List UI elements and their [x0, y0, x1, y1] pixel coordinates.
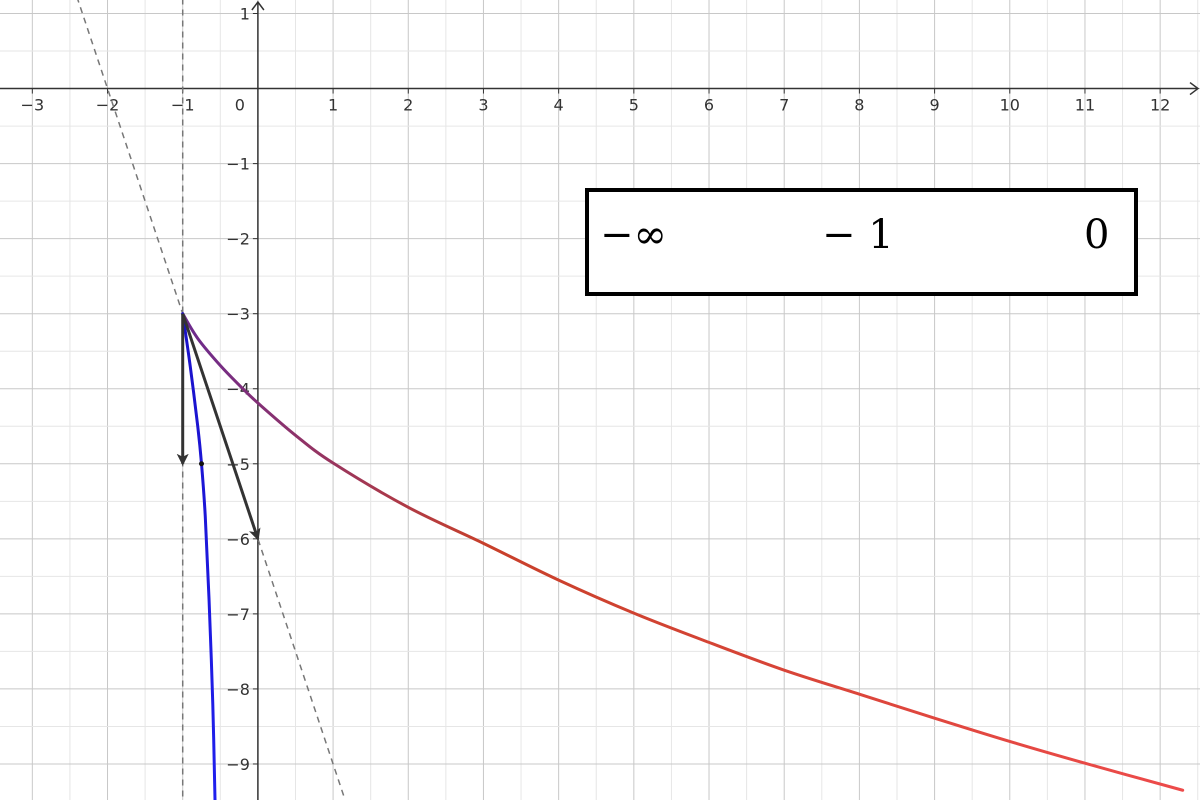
y-tick-label: 1: [240, 5, 250, 24]
color-legend: −∞ − 1 0: [585, 188, 1138, 296]
points: [199, 461, 205, 467]
x-tick-label: −1: [171, 96, 195, 115]
x-tick-label: 1: [328, 96, 338, 115]
x-tick-label: 10: [1000, 96, 1020, 115]
y-axis-arrow: [251, 0, 265, 11]
x-tick-label: 0: [235, 96, 245, 115]
legend-label-neg-infinity: −∞: [600, 212, 667, 258]
y-tick-label: −2: [226, 230, 250, 249]
x-tick-label: 11: [1075, 96, 1095, 115]
upper-curve: [181, 312, 1185, 792]
x-tick-label: 12: [1150, 96, 1170, 115]
x-tick-label: 5: [629, 96, 639, 115]
tick-labels: −3 −2 −1 0 1 2 3 4 5 6 7 8 9 10 11 121−1−2−3−4−5−6−7−8−…: [21, 5, 1171, 774]
y-tick-label: −3: [226, 305, 250, 324]
x-tick-label: 8: [854, 96, 864, 115]
legend-label-neg-one: − 1: [822, 212, 894, 258]
tangent-line: [77, 0, 346, 798]
x-tick-label: −3: [21, 96, 45, 115]
y-tick-label: −1: [226, 155, 250, 174]
vectors: [176, 313, 261, 541]
y-tick-label: −4: [226, 380, 250, 399]
vector-diagonal: [181, 313, 261, 541]
curves: [181, 312, 1185, 800]
y-tick-label: −8: [226, 680, 250, 699]
lower-curve: [181, 312, 217, 800]
x-tick-label: 7: [779, 96, 789, 115]
x-tick-label: 9: [929, 96, 939, 115]
point-on-lower-curve: [199, 461, 205, 467]
y-tick-label: −6: [226, 530, 250, 549]
x-tick-label: 3: [478, 96, 488, 115]
legend-label-zero: 0: [1084, 212, 1109, 258]
x-axis-arrow: [1189, 81, 1200, 96]
y-tick-label: −7: [226, 605, 250, 624]
x-tick-label: 4: [554, 96, 564, 115]
x-tick-label: 2: [403, 96, 413, 115]
x-tick-label: −2: [96, 96, 120, 115]
y-tick-label: −9: [226, 755, 250, 774]
dashed-lines: [77, 0, 346, 800]
x-tick-label: 6: [704, 96, 714, 115]
